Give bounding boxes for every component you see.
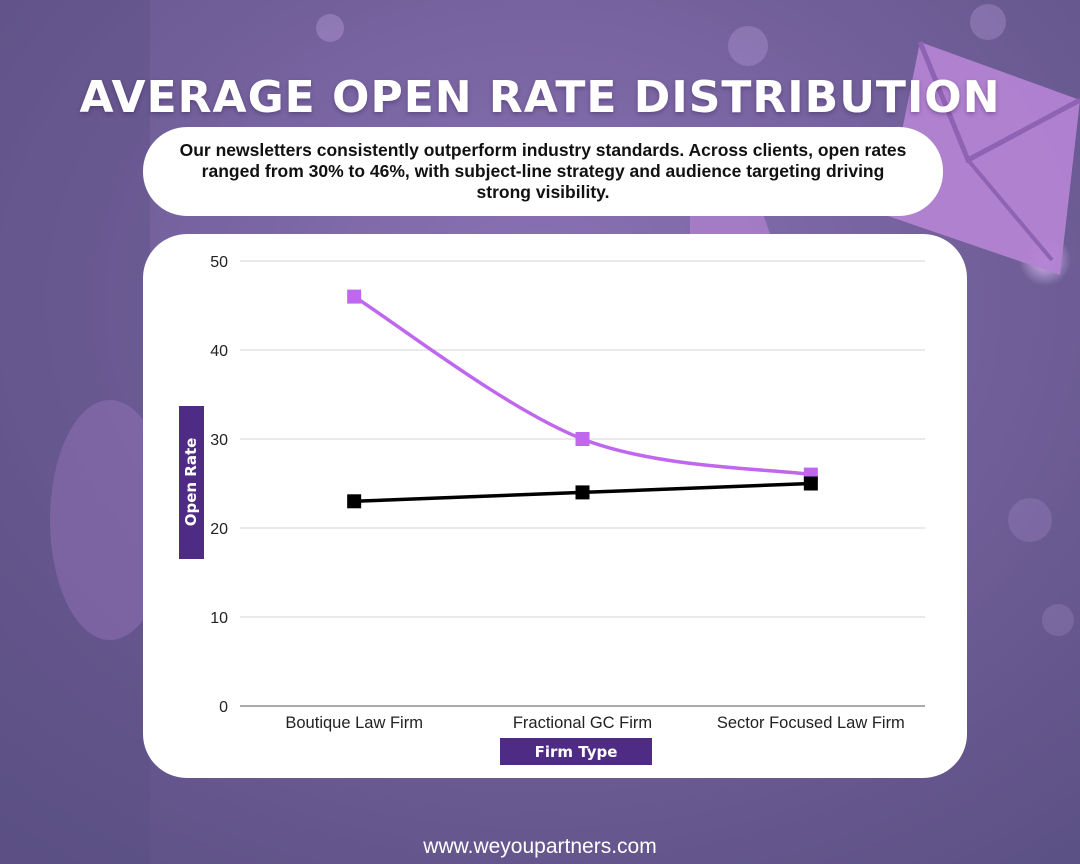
y-tick-label: 20 — [210, 521, 228, 538]
x-tick-label: Fractional GC Firm — [513, 714, 652, 732]
y-tick-label: 0 — [219, 699, 228, 716]
x-tick-label: Boutique Law Firm — [285, 714, 423, 732]
series-2-marker — [575, 485, 590, 500]
x-axis-label: Firm Type — [500, 738, 652, 765]
series-1-marker — [575, 432, 590, 446]
y-axis-label: Open Rate — [182, 437, 200, 527]
series-2-marker — [803, 476, 818, 491]
envelope-icon — [885, 41, 1080, 275]
footer-url: www.weyoupartners.com — [423, 835, 657, 858]
y-tick-label: 10 — [210, 610, 228, 627]
y-axis-label-box — [179, 406, 204, 559]
series-2-marker — [347, 494, 362, 509]
y-tick-label: 30 — [210, 432, 228, 449]
y-tick-label: 50 — [210, 254, 228, 271]
subtitle-box: Our newsletters consistently outperform … — [143, 127, 943, 216]
y-tick-label: 40 — [210, 343, 228, 360]
page-subtitle: Our newsletters consistently outperform … — [179, 140, 907, 202]
series-line-1 — [353, 295, 812, 477]
page-title: AVERAGE OPEN RATE DISTRIBUTION — [79, 72, 1001, 123]
x-tick-label: Sector Focused Law Firm — [717, 714, 905, 732]
series-1-marker — [347, 289, 362, 304]
chart-card — [143, 234, 967, 778]
